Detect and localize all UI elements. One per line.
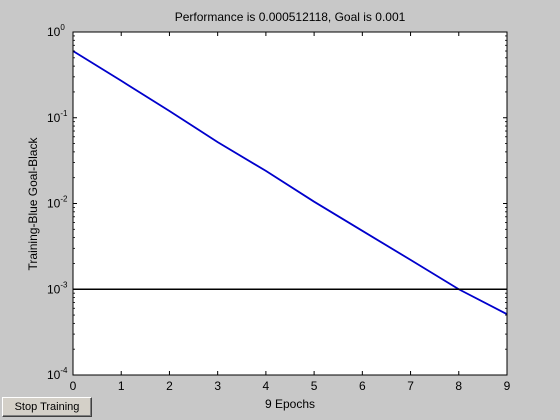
y-axis-label: Training-Blue Goal-Black	[26, 137, 40, 271]
series-line-training	[72, 50, 508, 315]
x-tick-label: 3	[214, 379, 221, 393]
tick-layer: 0 1 2 3 4 5 6 7 8 9 10-4 10-3 10-2 10-1 100	[47, 23, 511, 393]
x-tick-label: 5	[311, 379, 318, 393]
stop-training-button[interactable]: Stop Training	[2, 397, 92, 417]
y-tick-label: 10-3	[47, 280, 68, 296]
y-tick-label: 10-4	[47, 366, 68, 382]
series-layer	[72, 50, 508, 315]
x-tick-label: 7	[407, 379, 414, 393]
x-tick-label: 1	[118, 379, 125, 393]
x-tick-label: 8	[455, 379, 462, 393]
axes-area	[73, 32, 507, 375]
x-axis-label: 9 Epochs	[265, 397, 315, 411]
y-tick-label: 10-1	[47, 109, 68, 125]
x-tick-label: 2	[166, 379, 173, 393]
x-tick-label: 0	[70, 379, 77, 393]
chart-title: Performance is 0.000512118, Goal is 0.00…	[175, 10, 406, 24]
x-tick-label: 9	[504, 379, 511, 393]
x-tick-label: 4	[263, 379, 270, 393]
x-tick-label: 6	[359, 379, 366, 393]
y-tick-label: 100	[47, 23, 65, 39]
y-tick-label: 10-2	[47, 195, 68, 211]
